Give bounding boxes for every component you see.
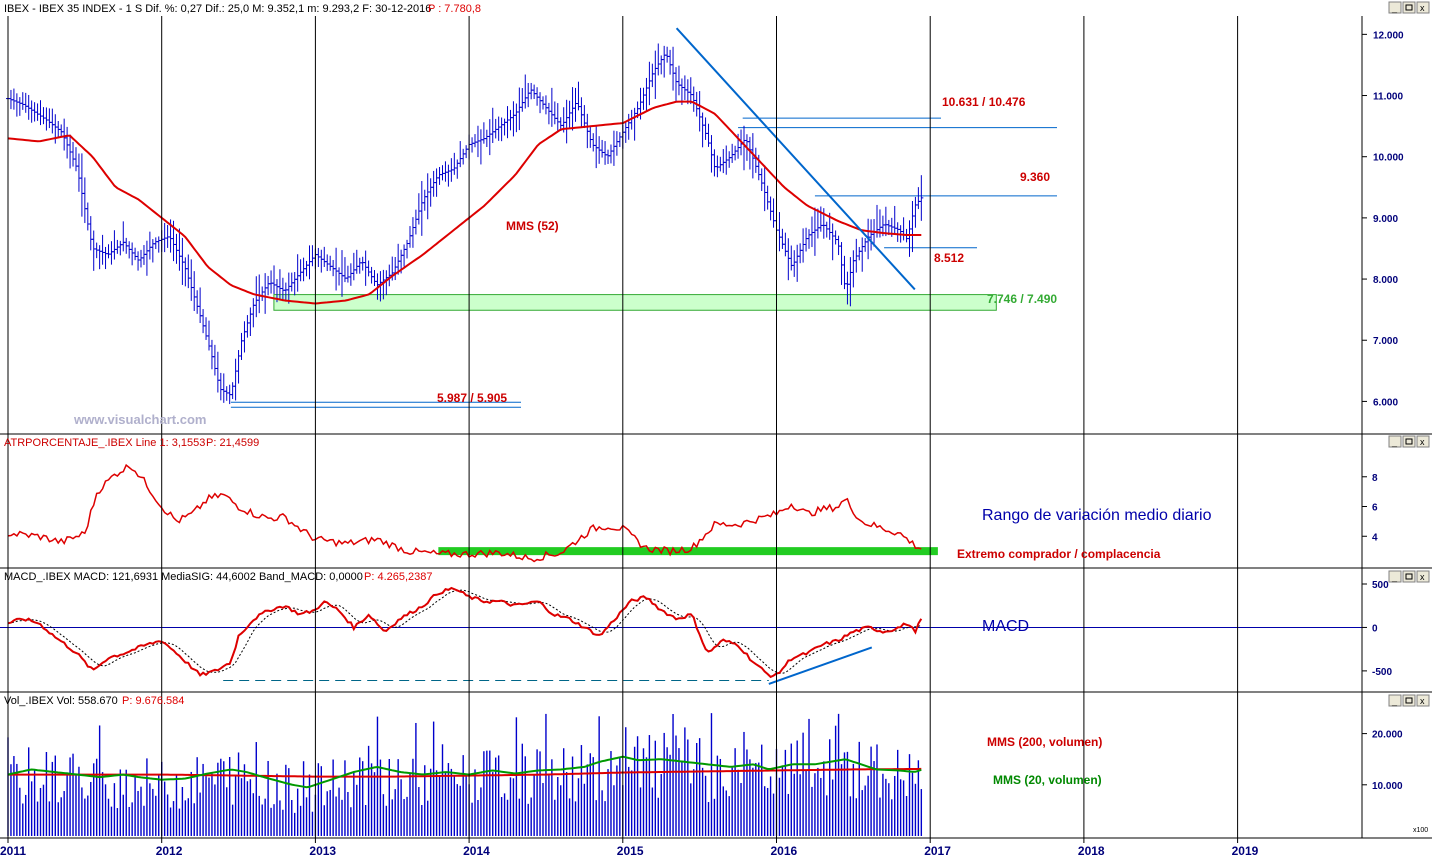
- price-panel-header-p: P : 7.780,8: [428, 3, 481, 15]
- macd-signal-line: [7, 589, 922, 674]
- price-trendline: [675, 27, 916, 291]
- y-tick-label: 12.000: [1373, 30, 1404, 41]
- svg-text:_: _: [1391, 572, 1398, 582]
- support-zone: [273, 294, 997, 311]
- y-tick-label: 7.000: [1373, 336, 1398, 347]
- restore-button[interactable]: [1402, 1, 1416, 14]
- y-tick-label: 10.000: [1373, 153, 1404, 164]
- macd-line: [7, 586, 923, 679]
- y-tick-label: 11.000: [1373, 92, 1403, 103]
- atr-panel-header: ATRPORCENTAJE_.IBEX Line 1: 3,1553: [4, 437, 205, 449]
- close-button[interactable]: [1416, 1, 1430, 14]
- svg-text:_: _: [1391, 3, 1398, 13]
- low-label: 5.987 / 5.905: [437, 391, 507, 405]
- x-tick-label: 2019: [1232, 844, 1259, 857]
- level-9360-label: 9.360: [1020, 170, 1050, 184]
- y-tick-label: 6.000: [1373, 397, 1398, 408]
- plot-layer: [0, 27, 1362, 836]
- y-tick-label: -500: [1372, 667, 1392, 678]
- resistance-label: 10.631 / 10.476: [942, 95, 1026, 109]
- vol-unit-label: x100: [1413, 827, 1428, 834]
- svg-text:x: x: [1420, 437, 1425, 447]
- y-tick-label: 0: [1372, 623, 1378, 634]
- x-tick-label: 2011: [0, 844, 26, 857]
- price-bar: [919, 175, 924, 221]
- price-bars: [6, 43, 924, 405]
- axis-layer: 12.000 11.000 10.000 9.000 8.000 7.000 6.000 8 6…: [0, 16, 1432, 857]
- y-tick-label: 10.000: [1372, 781, 1403, 792]
- x-tick-label: 2013: [309, 844, 336, 857]
- minimize-button[interactable]: [1388, 1, 1402, 14]
- close-button[interactable]: [1416, 435, 1430, 448]
- watermark-text: www.visualchart.com: [73, 412, 206, 427]
- svg-text:_: _: [1391, 437, 1398, 447]
- y-tick-label: 6: [1372, 503, 1378, 514]
- restore-button[interactable]: [1402, 570, 1416, 583]
- atr-line: [7, 463, 922, 563]
- y-tick-label: 4: [1372, 532, 1378, 543]
- minimize-button[interactable]: [1388, 694, 1402, 707]
- macd-title: MACD: [982, 618, 1029, 635]
- svg-text:_: _: [1391, 696, 1398, 706]
- x-tick-label: 2015: [617, 844, 644, 857]
- x-tick-label: 2018: [1078, 844, 1105, 857]
- atr-zone: [438, 547, 938, 556]
- y-tick-label: 8.000: [1373, 275, 1398, 286]
- atr-note: Extremo comprador / complacencia: [957, 547, 1161, 561]
- y-tick-label: 20.000: [1372, 730, 1403, 741]
- macd-panel-header: MACD_.IBEX MACD: 121,6931 MediaSIG: 44,6…: [4, 571, 363, 583]
- vol-window-buttons: _ x: [1388, 694, 1430, 707]
- svg-text:x: x: [1420, 3, 1425, 13]
- vol-mms20-label: MMS (20, volumen): [993, 773, 1102, 787]
- mms-52-label: MMS (52): [506, 219, 559, 233]
- volume-mms20-line: [7, 755, 922, 789]
- vol-panel-header-p: P: 9.676.584: [122, 695, 184, 707]
- restore-button[interactable]: [1402, 435, 1416, 448]
- volume-mms200-line: [8, 767, 922, 778]
- price-panel-header: IBEX - IBEX 35 INDEX - 1 S Dif. %: 0,27 …: [4, 3, 431, 15]
- price-window-buttons: _ x: [1388, 1, 1430, 14]
- minimize-button[interactable]: [1388, 570, 1402, 583]
- atr-title: Rango de variación medio diario: [982, 507, 1212, 524]
- volume-bars: [7, 713, 923, 836]
- atr-panel-header-p: P: 21,4599: [206, 437, 259, 449]
- close-button[interactable]: [1416, 694, 1430, 707]
- x-tick-label: 2017: [924, 844, 951, 857]
- vol-mms200-label: MMS (200, volumen): [987, 735, 1102, 749]
- macd-panel-header-p: P: 4.265,2387: [364, 571, 433, 583]
- y-tick-label: 8: [1372, 473, 1378, 484]
- mms-52-line: [7, 100, 922, 305]
- level-8512-label: 8.512: [934, 251, 964, 265]
- support-zone-label: 7.746 / 7.490: [987, 292, 1057, 306]
- svg-text:x: x: [1420, 572, 1425, 582]
- macd-trendline: [768, 646, 873, 685]
- x-tick-label: 2012: [156, 844, 183, 857]
- svg-text:x: x: [1420, 696, 1425, 706]
- macd-window-buttons: _ x: [1388, 570, 1430, 583]
- restore-button[interactable]: [1402, 694, 1416, 707]
- x-tick-label: 2014: [463, 844, 490, 857]
- y-tick-label: 500: [1372, 580, 1389, 591]
- close-button[interactable]: [1416, 570, 1430, 583]
- x-tick-label: 2016: [771, 844, 798, 857]
- y-tick-label: 9.000: [1373, 214, 1398, 225]
- vol-panel-header: Vol_.IBEX Vol: 558.670: [4, 695, 118, 707]
- atr-window-buttons: _ x: [1388, 435, 1430, 448]
- minimize-button[interactable]: [1388, 435, 1402, 448]
